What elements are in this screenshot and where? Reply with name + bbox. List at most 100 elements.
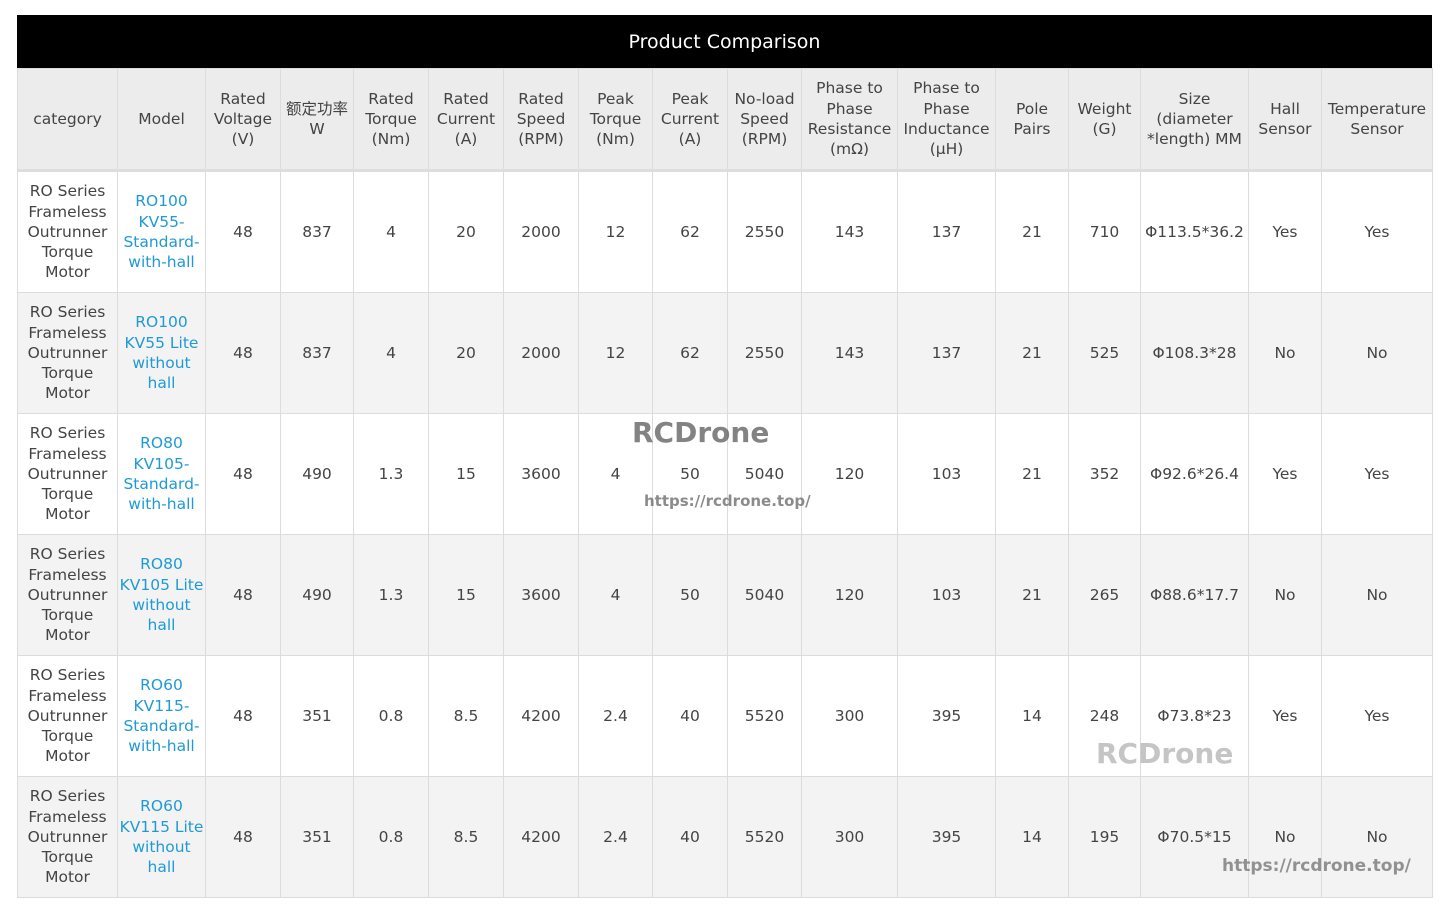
table-cell: 137 (897, 292, 996, 414)
table-cell: 8.5 (428, 655, 504, 777)
table-cell: 710 (1068, 170, 1141, 293)
table-cell: 48 (205, 170, 281, 293)
table-cell: 137 (897, 170, 996, 293)
table-cell: 4 (353, 292, 429, 414)
table-cell: Φ108.3*28 (1140, 292, 1249, 414)
header-row: category Model Rated Voltage (V) 额定功率W Rated… (17, 68, 1433, 172)
table-cell: 351 (280, 655, 354, 777)
column-header: Model (117, 68, 206, 172)
table-cell: 837 (280, 292, 354, 414)
table-cell: 195 (1068, 776, 1141, 898)
table-cell: No (1321, 776, 1433, 898)
table-cell: 395 (897, 776, 996, 898)
table-cell: 48 (205, 413, 281, 535)
table-cell: RO Series Frameless Outrunner Torque Mot… (17, 413, 118, 535)
table-cell: 2.4 (578, 655, 653, 777)
column-header: Rated Torque (Nm) (353, 68, 429, 172)
table-cell: 12 (578, 170, 653, 293)
table-cell: 20 (428, 170, 504, 293)
table-cell: RO Series Frameless Outrunner Torque Mot… (17, 655, 118, 777)
table-cell: 395 (897, 655, 996, 777)
table-cell: 2000 (503, 170, 579, 293)
table-cell: 8.5 (428, 776, 504, 898)
table-cell: 5520 (727, 776, 802, 898)
table-cell: 21 (995, 292, 1069, 414)
table-cell: 5520 (727, 655, 802, 777)
table-cell: No (1321, 292, 1433, 414)
table-cell: Yes (1321, 413, 1433, 535)
model-link[interactable]: RO80 KV105 Lite without hall (117, 534, 206, 656)
table-row: RO Series Frameless Outrunner Torque Mot… (17, 170, 1433, 293)
table-cell: 300 (801, 776, 898, 898)
table-cell: 2550 (727, 292, 802, 414)
table-cell: Φ73.8*23 (1140, 655, 1249, 777)
model-link[interactable]: RO60 KV115 Lite without hall (117, 776, 206, 898)
column-header: Phase to Phase Inductance (μH) (897, 68, 996, 172)
table-cell: 248 (1068, 655, 1141, 777)
table-cell: 490 (280, 413, 354, 535)
table-cell: 1.3 (353, 413, 429, 535)
table-cell: 300 (801, 655, 898, 777)
table-cell: Yes (1248, 655, 1322, 777)
table-cell: 21 (995, 413, 1069, 535)
column-header: Rated Voltage (V) (205, 68, 281, 172)
table-cell: Yes (1248, 413, 1322, 535)
model-link[interactable]: RO100 KV55-Standard-with-hall (117, 170, 206, 293)
table-cell: 48 (205, 534, 281, 656)
table-title: Product Comparison (17, 15, 1432, 68)
table-cell: 50 (652, 534, 728, 656)
column-header: No-load Speed (RPM) (727, 68, 802, 172)
table-cell: RO Series Frameless Outrunner Torque Mot… (17, 170, 118, 293)
model-link[interactable]: RO100 KV55 Lite without hall (117, 292, 206, 414)
table-cell: 50 (652, 413, 728, 535)
table-cell: 4200 (503, 655, 579, 777)
column-header: Rated Current (A) (428, 68, 504, 172)
column-header: Peak Current (A) (652, 68, 728, 172)
table-cell: 40 (652, 776, 728, 898)
table-cell: 103 (897, 534, 996, 656)
table-cell: Φ88.6*17.7 (1140, 534, 1249, 656)
table-cell: 20 (428, 292, 504, 414)
table-cell: Φ113.5*36.2 (1140, 170, 1249, 293)
table-cell: 40 (652, 655, 728, 777)
table-cell: 265 (1068, 534, 1141, 656)
table-cell: RO Series Frameless Outrunner Torque Mot… (17, 292, 118, 414)
table-cell: 143 (801, 170, 898, 293)
column-header: Rated Speed (RPM) (503, 68, 579, 172)
table-cell: 5040 (727, 534, 802, 656)
table-cell: 120 (801, 413, 898, 535)
table-cell: 0.8 (353, 776, 429, 898)
table-cell: 48 (205, 776, 281, 898)
table-cell: 62 (652, 170, 728, 293)
model-link[interactable]: RO60 KV115-Standard-with-hall (117, 655, 206, 777)
table-cell: 15 (428, 413, 504, 535)
table-cell: 4 (578, 534, 653, 656)
table-row: RO Series Frameless Outrunner Torque Mot… (17, 413, 1433, 535)
table-cell: Φ92.6*26.4 (1140, 413, 1249, 535)
column-header: Pole Pairs (995, 68, 1069, 172)
table-cell: 143 (801, 292, 898, 414)
table-cell: 14 (995, 655, 1069, 777)
table-cell: 14 (995, 776, 1069, 898)
table-cell: 2550 (727, 170, 802, 293)
table-row: RO Series Frameless Outrunner Torque Mot… (17, 776, 1433, 898)
comparison-table: category Model Rated Voltage (V) 额定功率W Rated… (17, 68, 1433, 898)
table-cell: 1.3 (353, 534, 429, 656)
column-header: Peak Torque (Nm) (578, 68, 653, 172)
table-cell: 15 (428, 534, 504, 656)
table-row: RO Series Frameless Outrunner Torque Mot… (17, 534, 1433, 656)
table-cell: Yes (1321, 655, 1433, 777)
table-cell: 5040 (727, 413, 802, 535)
table-cell: Yes (1321, 170, 1433, 293)
table-cell: 103 (897, 413, 996, 535)
table-cell: 3600 (503, 413, 579, 535)
column-header: Size (diameter *length) MM (1140, 68, 1249, 172)
table-cell: 12 (578, 292, 653, 414)
table-cell: 120 (801, 534, 898, 656)
table-cell: 351 (280, 776, 354, 898)
model-link[interactable]: RO80 KV105-Standard-with-hall (117, 413, 206, 535)
table-cell: 48 (205, 292, 281, 414)
table-cell: 2.4 (578, 776, 653, 898)
table-cell: Φ70.5*15 (1140, 776, 1249, 898)
table-cell: 0.8 (353, 655, 429, 777)
